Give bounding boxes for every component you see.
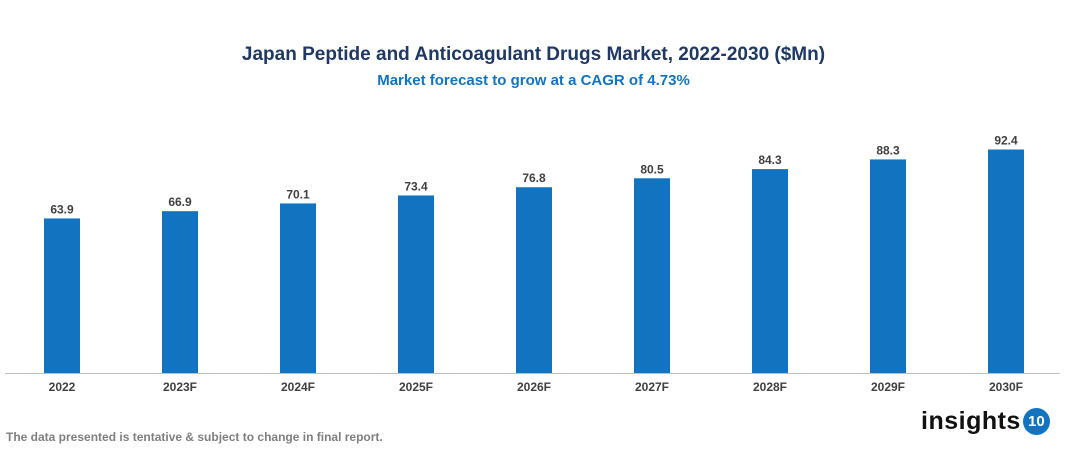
data-label: 88.3 <box>876 143 900 157</box>
bar-2023F <box>162 211 198 373</box>
chart-title: Japan Peptide and Anticoagulant Drugs Ma… <box>241 44 826 65</box>
bar-2022 <box>44 218 80 373</box>
data-label: 80.5 <box>640 162 664 176</box>
bar-2026F <box>516 187 552 373</box>
data-label: 84.3 <box>758 153 782 167</box>
footer-note: The data presented is tentative & subjec… <box>6 430 383 444</box>
bar-2028F <box>752 169 788 373</box>
chart-subtitle: Market forecast to grow at a CAGR of 4.7… <box>377 72 690 89</box>
x-tick-label: 2029F <box>871 380 905 394</box>
x-tick-label: 2030F <box>989 380 1023 394</box>
x-tick-label: 2024F <box>281 380 315 394</box>
data-label: 92.4 <box>994 134 1018 148</box>
x-tick-label: 2028F <box>753 380 787 394</box>
x-tick-label: 2023F <box>163 380 197 394</box>
x-tick-label: 2022 <box>49 380 76 394</box>
data-label: 63.9 <box>50 202 74 216</box>
insights10-logo: insights 10 <box>921 407 1050 436</box>
bar-2024F <box>280 203 316 373</box>
x-tick-label: 2026F <box>517 380 551 394</box>
logo-number: 10 <box>1022 408 1050 435</box>
x-tick-label: 2027F <box>635 380 669 394</box>
data-label: 76.8 <box>522 171 546 185</box>
x-tick-label: 2025F <box>399 380 433 394</box>
data-label: 66.9 <box>168 195 192 209</box>
bar-2027F <box>634 178 670 373</box>
bar-2025F <box>398 195 434 373</box>
logo-text: insights <box>921 407 1021 435</box>
bar-2030F <box>988 149 1024 373</box>
bar-2029F <box>870 159 906 373</box>
data-label: 70.1 <box>286 187 310 201</box>
data-label: 73.4 <box>404 179 428 193</box>
